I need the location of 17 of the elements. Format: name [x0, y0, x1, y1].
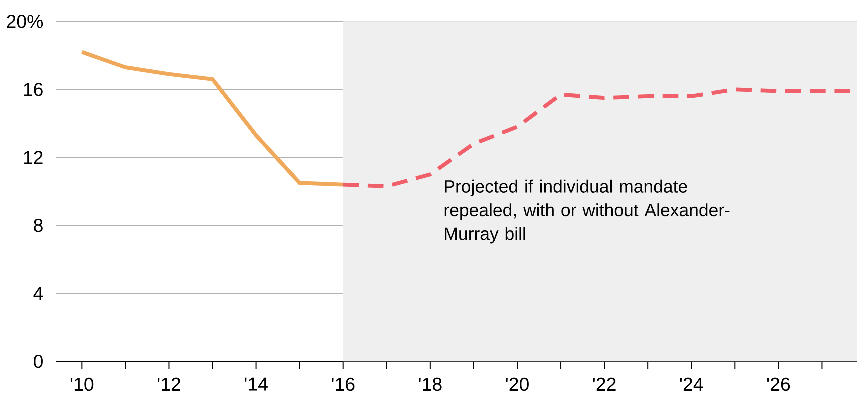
y-tick-label: 16 — [24, 82, 43, 96]
line-series — [80, 50, 346, 187]
annotation: Projected if individual mandate repealed, with or without Alexander-Murray bill — [444, 180, 730, 244]
x-tick-label: '10 — [70, 378, 94, 391]
y-tick-label: 0 — [34, 354, 43, 368]
x-tick-label: '12 — [158, 378, 180, 391]
x-tick-label: '18 — [419, 378, 442, 391]
x-tick-label: '16 — [332, 378, 355, 391]
y-tick-label: 4 — [34, 286, 44, 300]
x-tick-label: '22 — [593, 378, 616, 391]
x-tick-label: '14 — [245, 378, 268, 391]
x-tick-label: '26 — [767, 378, 790, 391]
x-tick-label: '24 — [680, 378, 704, 391]
y-tick-label: 12 — [24, 150, 43, 164]
y-tick-label: 8 — [34, 218, 43, 232]
x-tick-label: '20 — [506, 378, 529, 391]
y-tick-label: 20% — [7, 14, 44, 28]
